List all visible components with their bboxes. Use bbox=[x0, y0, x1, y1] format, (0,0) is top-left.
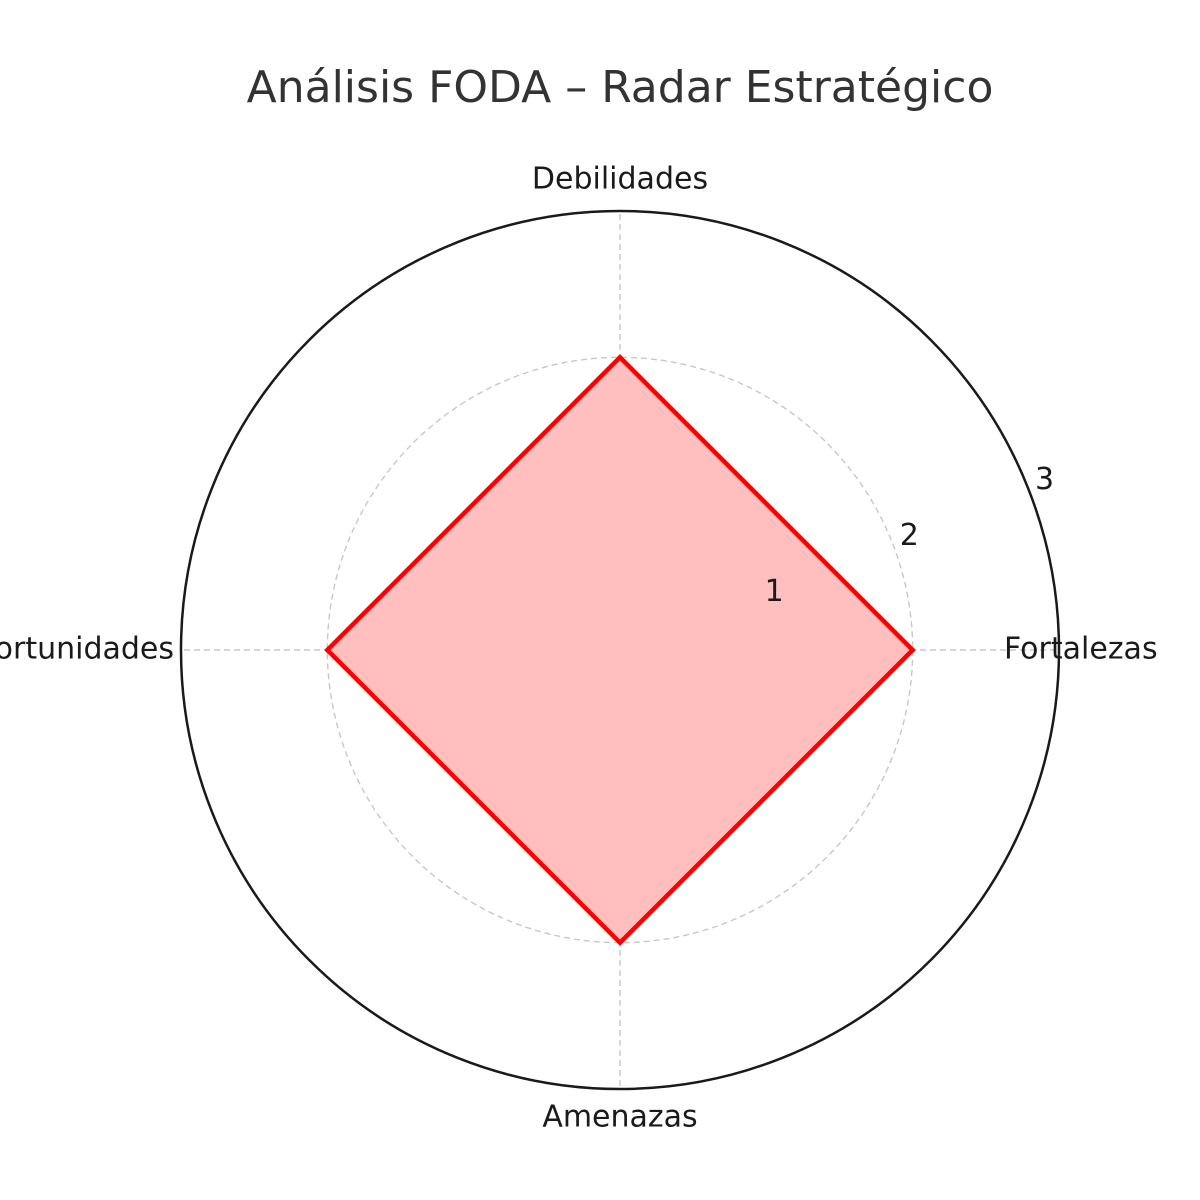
category-label-debilidades: Debilidades bbox=[532, 162, 708, 197]
outer-frame bbox=[179, 209, 1061, 1091]
rtick-label: 1 bbox=[765, 574, 784, 609]
category-label-oportunidades: Oportunidades bbox=[0, 632, 174, 667]
label-layer: 1 2 3 Fortalezas Debilidades Oportunidades Ame… bbox=[0, 162, 1158, 1135]
rtick-label: 2 bbox=[900, 518, 919, 553]
chart-title: Análisis FODA – Radar Estratégico bbox=[246, 62, 994, 113]
category-label-amenazas: Amenazas bbox=[542, 1100, 697, 1135]
category-label-fortalezas: Fortalezas bbox=[1004, 632, 1158, 667]
series-area bbox=[327, 357, 913, 943]
rtick-label: 3 bbox=[1035, 462, 1054, 497]
data-layer bbox=[324, 354, 916, 946]
